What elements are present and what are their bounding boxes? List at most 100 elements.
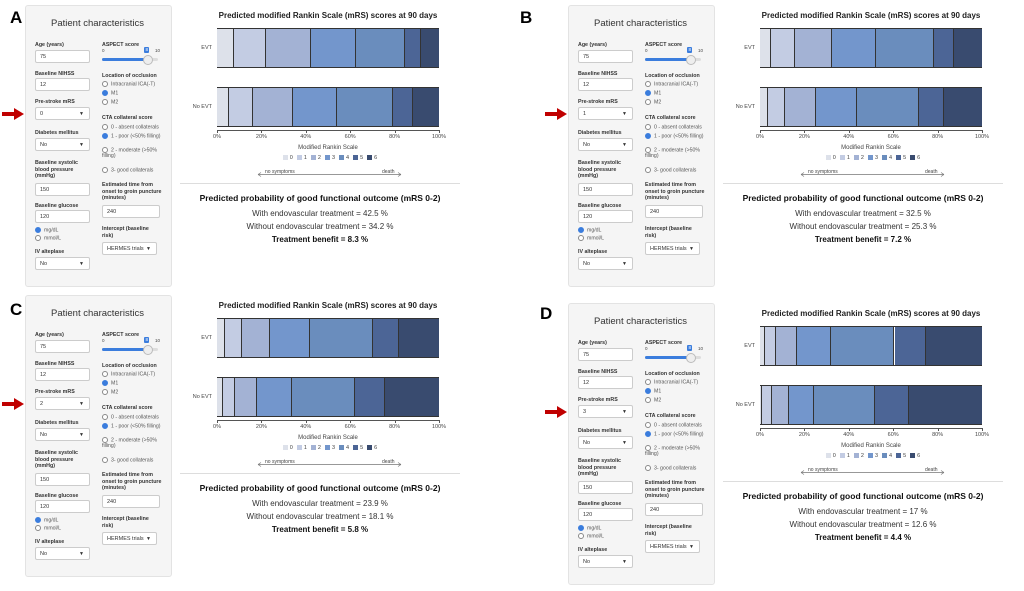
radio-icon[interactable] <box>645 379 651 385</box>
age-input[interactable]: 75 <box>578 348 633 361</box>
cta-option[interactable]: 1 - poor (<50% filling) <box>102 133 162 139</box>
aspect-slider[interactable] <box>645 356 701 359</box>
cta-option[interactable]: 2 - moderate (>50% filling) <box>645 445 705 457</box>
radio-icon[interactable] <box>645 81 651 87</box>
glucose-unit-mgdl[interactable]: mg/dL <box>35 517 58 523</box>
glucose-unit-mmol[interactable]: mmol/L <box>578 235 604 241</box>
radio-icon[interactable] <box>645 124 651 130</box>
location-option[interactable]: M1 <box>102 380 118 386</box>
glucose-input[interactable]: 120 <box>35 500 90 513</box>
cta-option[interactable]: 0 - absent collaterals <box>645 422 705 428</box>
age-input[interactable]: 75 <box>35 340 90 353</box>
nihss-input[interactable]: 12 <box>578 376 633 389</box>
cta-option[interactable]: 2 - moderate (>50% filling) <box>102 437 162 449</box>
age-input[interactable]: 75 <box>35 50 90 63</box>
location-option[interactable]: M2 <box>645 99 661 105</box>
sbp-input[interactable]: 150 <box>35 473 90 486</box>
age-input[interactable]: 75 <box>578 50 633 63</box>
radio-icon[interactable] <box>578 533 584 539</box>
iv-alteplase-select[interactable]: No ▼ <box>578 257 633 270</box>
location-option[interactable]: Intracranial ICA(-T) <box>645 81 698 87</box>
glucose-unit-mmol[interactable]: mmol/L <box>35 525 61 531</box>
location-option[interactable]: M1 <box>645 388 661 394</box>
glucose-input[interactable]: 120 <box>578 508 633 521</box>
radio-icon[interactable] <box>578 227 584 233</box>
cta-option[interactable]: 1 - poor (<50% filling) <box>645 133 705 139</box>
glucose-unit-mmol[interactable]: mmol/L <box>35 235 61 241</box>
intercept-select[interactable]: HERMES trials ▼ <box>645 242 700 255</box>
radio-icon[interactable] <box>102 457 108 463</box>
radio-icon[interactable] <box>102 423 108 429</box>
glucose-unit-mgdl[interactable]: mg/dL <box>578 227 601 233</box>
sbp-input[interactable]: 150 <box>35 183 90 196</box>
location-option[interactable]: M2 <box>645 397 661 403</box>
radio-icon[interactable] <box>645 445 651 451</box>
radio-icon[interactable] <box>102 371 108 377</box>
radio-icon[interactable] <box>645 431 651 437</box>
intercept-select[interactable]: HERMES trials ▼ <box>645 540 700 553</box>
radio-icon[interactable] <box>102 99 108 105</box>
slider-handle[interactable] <box>142 55 153 65</box>
radio-icon[interactable] <box>645 465 651 471</box>
cta-option[interactable]: 1 - poor (<50% filling) <box>645 431 705 437</box>
diabetes-select[interactable]: No ▼ <box>35 138 90 151</box>
location-option[interactable]: Intracranial ICA(-T) <box>102 81 155 87</box>
radio-icon[interactable] <box>645 397 651 403</box>
radio-icon[interactable] <box>102 389 108 395</box>
location-option[interactable]: M1 <box>102 90 118 96</box>
iv-alteplase-select[interactable]: No ▼ <box>578 555 633 568</box>
glucose-unit-mgdl[interactable]: mg/dL <box>35 227 58 233</box>
cta-option[interactable]: 2 - moderate (>50% filling) <box>645 147 705 159</box>
time-input[interactable]: 240 <box>102 205 160 218</box>
radio-icon[interactable] <box>102 437 108 443</box>
nihss-input[interactable]: 12 <box>35 78 90 91</box>
prestroke-mrs-select[interactable]: 2 ▼ <box>35 397 90 410</box>
radio-icon[interactable] <box>645 133 651 139</box>
glucose-unit-mgdl[interactable]: mg/dL <box>578 525 601 531</box>
radio-icon[interactable] <box>35 517 41 523</box>
radio-icon[interactable] <box>102 167 108 173</box>
aspect-slider[interactable] <box>102 58 158 61</box>
sbp-input[interactable]: 150 <box>578 481 633 494</box>
radio-icon[interactable] <box>645 90 651 96</box>
radio-icon[interactable] <box>102 81 108 87</box>
location-option[interactable]: Intracranial ICA(-T) <box>102 371 155 377</box>
nihss-input[interactable]: 12 <box>35 368 90 381</box>
iv-alteplase-select[interactable]: No ▼ <box>35 547 90 560</box>
radio-icon[interactable] <box>102 124 108 130</box>
location-option[interactable]: M2 <box>102 389 118 395</box>
cta-option[interactable]: 3- good collaterals <box>645 465 705 471</box>
radio-icon[interactable] <box>102 90 108 96</box>
iv-alteplase-select[interactable]: No ▼ <box>35 257 90 270</box>
radio-icon[interactable] <box>35 235 41 241</box>
aspect-slider[interactable] <box>102 348 158 351</box>
intercept-select[interactable]: HERMES trials ▼ <box>102 242 157 255</box>
diabetes-select[interactable]: No ▼ <box>578 436 633 449</box>
radio-icon[interactable] <box>645 388 651 394</box>
location-option[interactable]: Intracranial ICA(-T) <box>645 379 698 385</box>
slider-handle[interactable] <box>685 353 696 363</box>
time-input[interactable]: 240 <box>102 495 160 508</box>
prestroke-mrs-select[interactable]: 3 ▼ <box>578 405 633 418</box>
radio-icon[interactable] <box>35 525 41 531</box>
cta-option[interactable]: 2 - moderate (>50% filling) <box>102 147 162 159</box>
glucose-input[interactable]: 120 <box>35 210 90 223</box>
cta-option[interactable]: 0 - absent collaterals <box>102 414 162 420</box>
radio-icon[interactable] <box>35 227 41 233</box>
diabetes-select[interactable]: No ▼ <box>35 428 90 441</box>
time-input[interactable]: 240 <box>645 205 703 218</box>
location-option[interactable]: M1 <box>645 90 661 96</box>
cta-option[interactable]: 1 - poor (<50% filling) <box>102 423 162 429</box>
glucose-unit-mmol[interactable]: mmol/L <box>578 533 604 539</box>
prestroke-mrs-select[interactable]: 0 ▼ <box>35 107 90 120</box>
radio-icon[interactable] <box>102 133 108 139</box>
prestroke-mrs-select[interactable]: 1 ▼ <box>578 107 633 120</box>
time-input[interactable]: 240 <box>645 503 703 516</box>
radio-icon[interactable] <box>645 147 651 153</box>
radio-icon[interactable] <box>645 167 651 173</box>
intercept-select[interactable]: HERMES trials ▼ <box>102 532 157 545</box>
aspect-slider[interactable] <box>645 58 701 61</box>
location-option[interactable]: M2 <box>102 99 118 105</box>
radio-icon[interactable] <box>578 235 584 241</box>
cta-option[interactable]: 3- good collaterals <box>645 167 705 173</box>
